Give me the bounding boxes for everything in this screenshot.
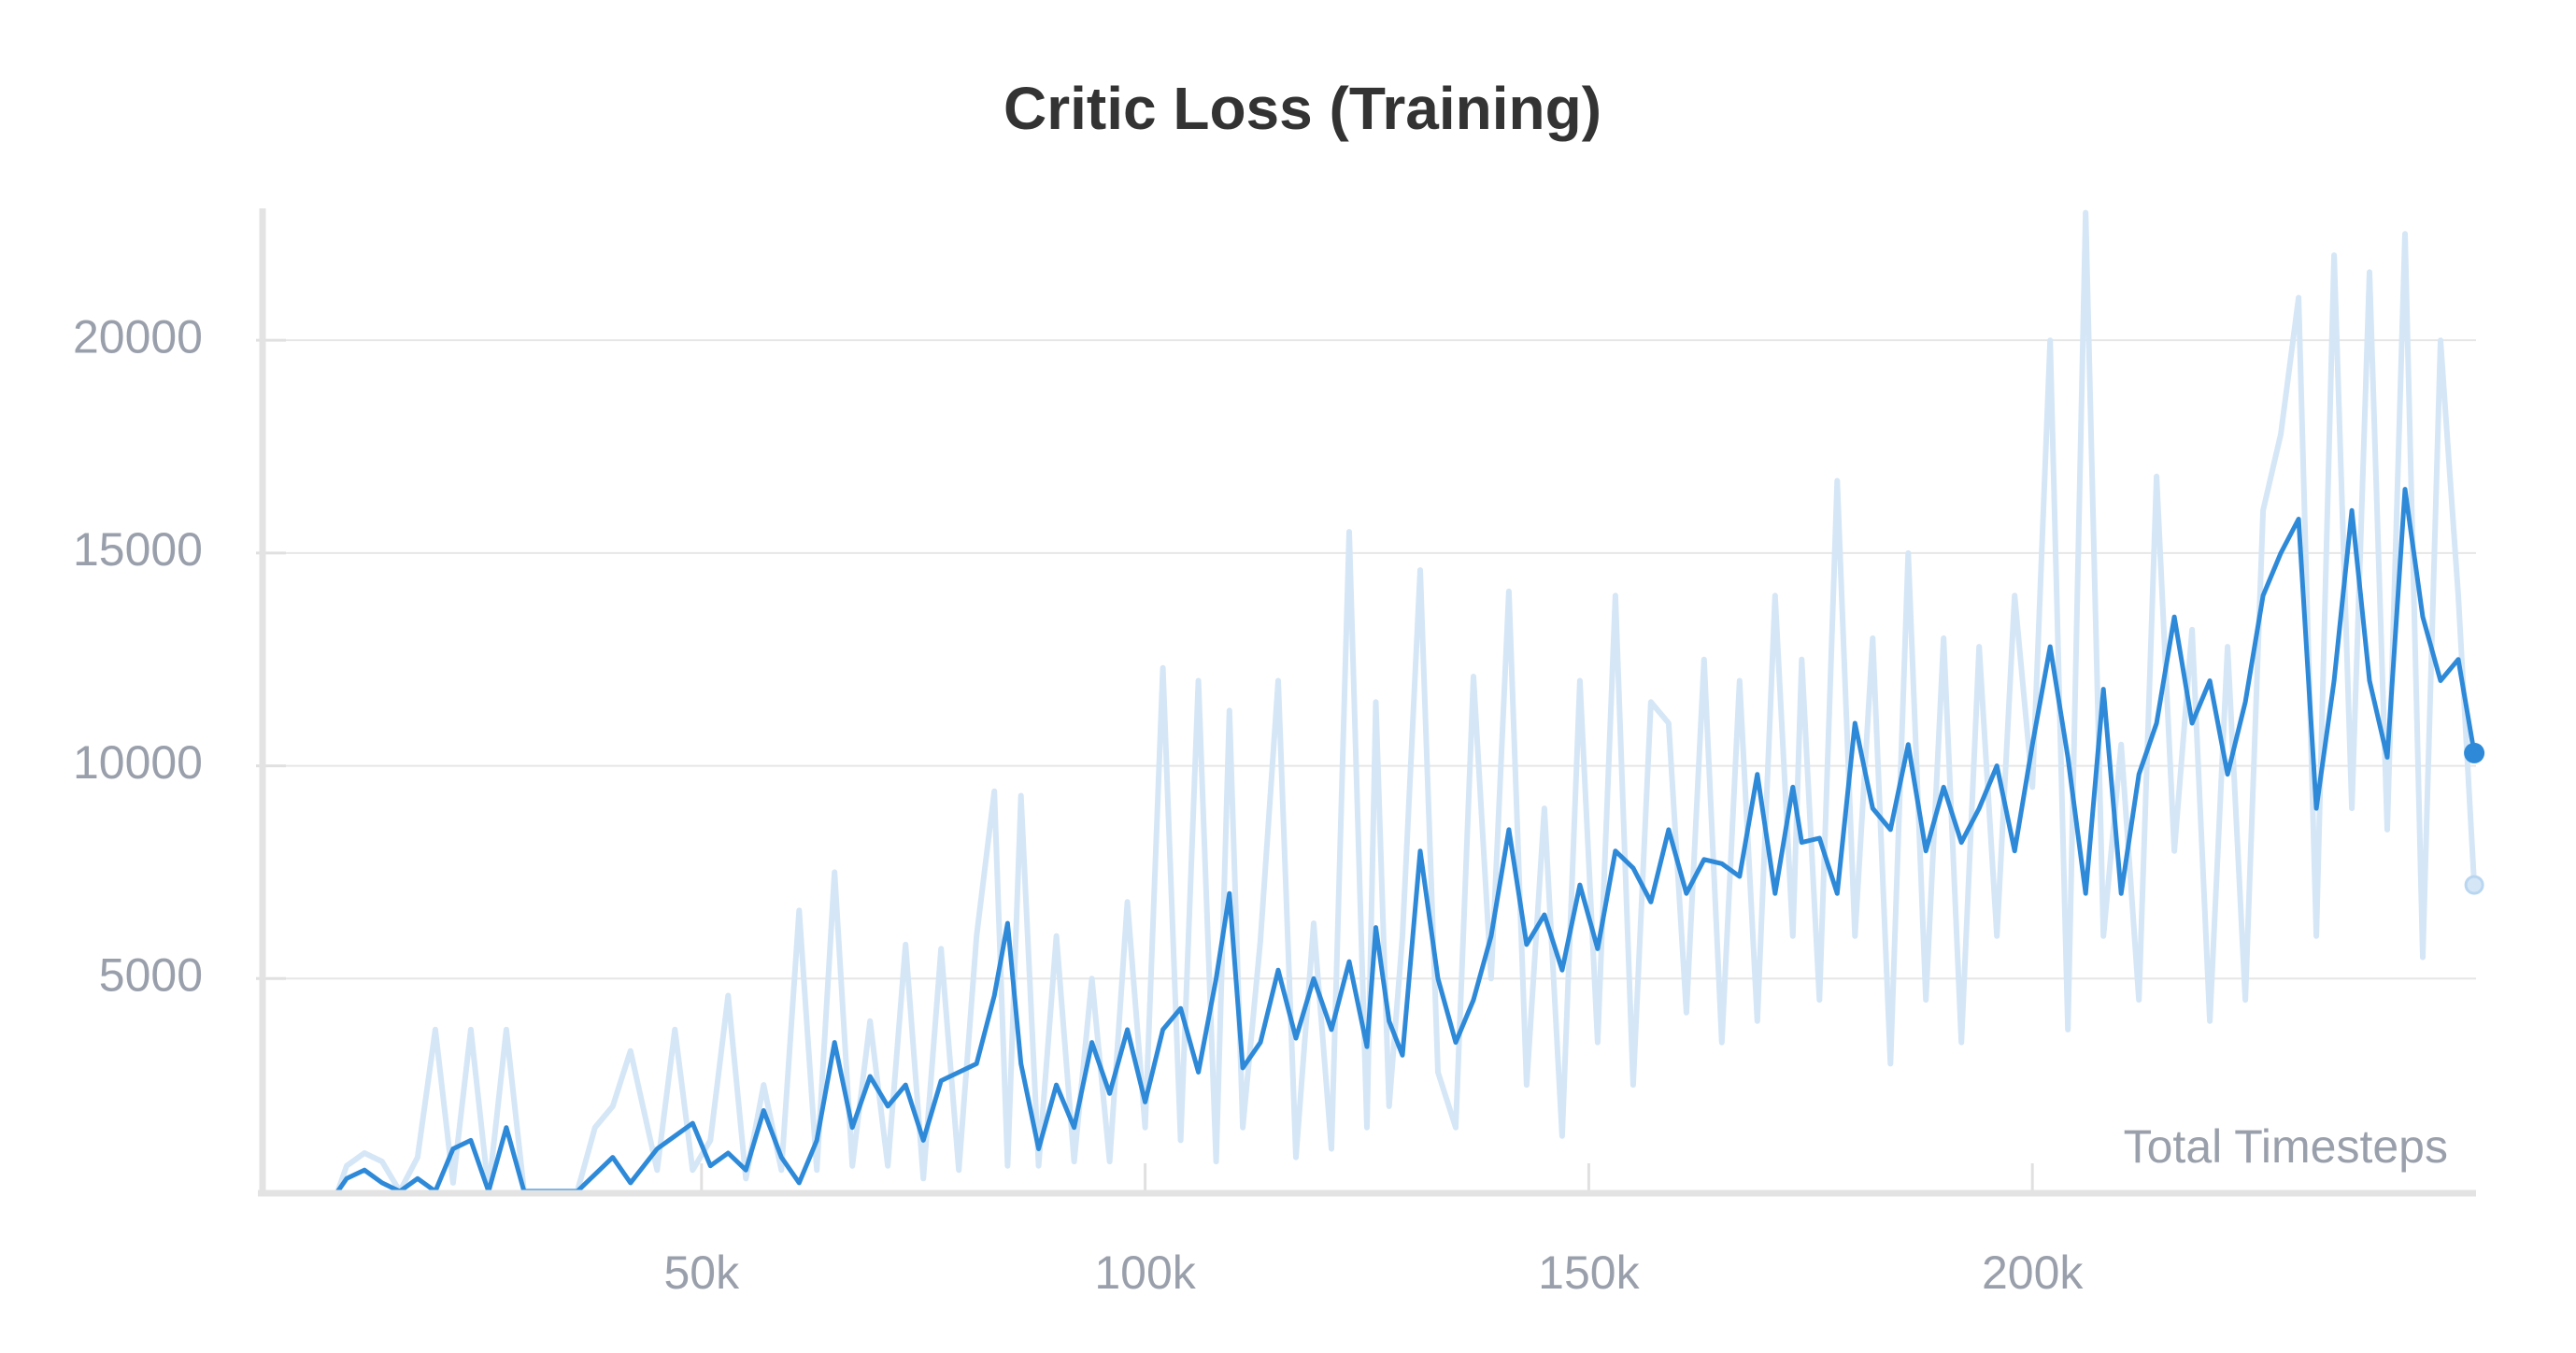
end-point	[2464, 875, 2484, 895]
series-line	[334, 209, 2478, 1194]
x-tick-label: 50k	[663, 1246, 740, 1299]
x-tick-label: 200k	[1982, 1246, 2084, 1299]
x-tick-label: 100k	[1094, 1246, 1196, 1299]
x-tick-label: 150k	[1538, 1246, 1640, 1299]
chart-title: Critic Loss (Training)	[1003, 75, 1601, 142]
series-line	[335, 487, 2477, 1194]
x-axis-label: Total Timesteps	[2124, 1120, 2448, 1173]
end-point	[2464, 742, 2485, 763]
y-tick-label: 15000	[73, 523, 203, 576]
y-tick-label: 5000	[99, 948, 203, 1001]
y-tick-label: 10000	[73, 736, 203, 789]
y-tick-label: 20000	[73, 310, 203, 363]
